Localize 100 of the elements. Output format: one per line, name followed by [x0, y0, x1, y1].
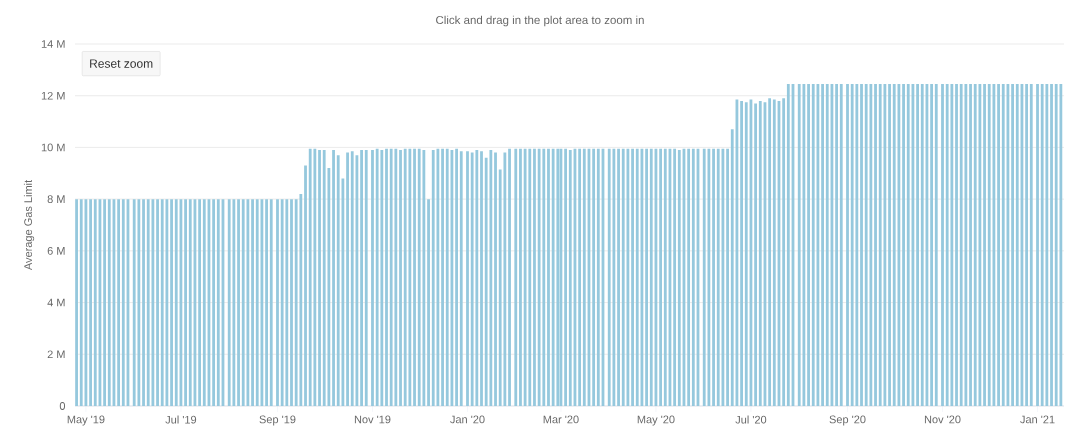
bar — [528, 148, 532, 406]
bar — [758, 100, 762, 406]
bar — [631, 148, 634, 406]
y-tick-label: 8 M — [47, 195, 65, 204]
bar — [959, 84, 963, 406]
bar — [137, 199, 141, 406]
bar — [612, 148, 616, 406]
bar — [255, 199, 259, 406]
bar — [621, 148, 625, 406]
bar — [237, 199, 240, 406]
bar — [142, 199, 145, 406]
x-tick-label: Jul '19 — [165, 415, 197, 424]
bar — [1011, 84, 1014, 406]
bar — [978, 84, 982, 406]
bar — [212, 199, 216, 406]
bar — [503, 152, 507, 406]
y-tick-label: 14 M — [41, 40, 65, 48]
bar — [892, 84, 896, 406]
bar — [246, 199, 250, 406]
bar — [850, 84, 854, 406]
x-tick-label: May '20 — [637, 415, 675, 426]
bar — [635, 148, 639, 406]
bar — [318, 150, 321, 406]
bar — [772, 99, 776, 406]
bar — [79, 199, 83, 406]
bar — [855, 84, 859, 406]
bar — [726, 148, 729, 406]
bar — [198, 199, 202, 406]
bar — [422, 150, 426, 406]
bar — [336, 155, 340, 406]
bar — [202, 199, 206, 406]
bar — [475, 150, 479, 406]
bar — [380, 150, 384, 406]
bar — [811, 84, 815, 406]
bar — [596, 148, 600, 406]
bar — [945, 84, 949, 406]
bar — [360, 150, 363, 406]
x-tick-label: Nov '19 — [354, 415, 391, 424]
bar — [906, 84, 910, 406]
bar — [983, 84, 986, 406]
bar — [1001, 84, 1005, 406]
bar — [480, 151, 483, 406]
bar — [265, 199, 268, 406]
bar — [417, 148, 421, 406]
bar — [436, 148, 440, 406]
bar — [740, 100, 743, 406]
bar — [702, 148, 706, 406]
bar — [431, 150, 435, 406]
bar — [389, 148, 393, 406]
bar — [1025, 84, 1029, 406]
bar — [508, 148, 511, 406]
bar — [592, 148, 596, 406]
bar — [117, 199, 121, 406]
bar — [89, 199, 92, 406]
bar — [322, 150, 326, 406]
bar — [232, 199, 236, 406]
bar — [470, 152, 474, 406]
bar — [607, 148, 611, 406]
bar — [103, 199, 107, 406]
bar — [663, 148, 667, 406]
bar — [184, 199, 187, 406]
bar — [241, 199, 245, 406]
bar — [1059, 84, 1063, 406]
bar — [673, 148, 677, 406]
bar — [350, 151, 354, 406]
bar — [964, 84, 968, 406]
bar — [280, 199, 284, 406]
y-tick-label: 4 M — [47, 298, 65, 307]
bar — [466, 151, 469, 406]
bar — [332, 150, 335, 406]
bar — [950, 84, 954, 406]
bar — [930, 84, 934, 406]
bar — [835, 84, 838, 406]
bar — [564, 148, 568, 406]
bar — [969, 84, 972, 406]
bar — [802, 84, 806, 406]
bar — [839, 84, 843, 406]
bar — [846, 84, 849, 406]
bar — [712, 148, 715, 406]
bar — [659, 148, 663, 406]
x-tick-label: Jan '21 — [1020, 415, 1055, 424]
bar — [299, 193, 303, 406]
x-tick-label: Nov '20 — [924, 415, 961, 424]
bar — [864, 84, 868, 406]
bar — [519, 148, 522, 406]
bar — [494, 152, 497, 406]
bar — [687, 148, 691, 406]
bar — [582, 148, 586, 406]
y-tick-label: 12 M — [41, 91, 65, 100]
bar — [551, 148, 555, 406]
bar — [371, 150, 374, 406]
bar — [677, 150, 681, 406]
bar — [707, 148, 711, 406]
bar — [459, 151, 463, 406]
bar — [408, 148, 412, 406]
bar — [269, 199, 273, 406]
bar — [151, 199, 155, 406]
bar — [941, 84, 944, 406]
y-axis-title: Average Gas Limit — [23, 179, 35, 271]
bar — [160, 199, 164, 406]
